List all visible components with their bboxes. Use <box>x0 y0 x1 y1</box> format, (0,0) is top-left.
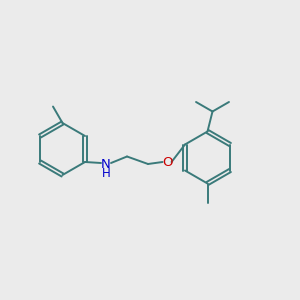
Text: N: N <box>101 158 111 170</box>
Text: H: H <box>102 167 110 179</box>
Text: O: O <box>162 155 172 169</box>
